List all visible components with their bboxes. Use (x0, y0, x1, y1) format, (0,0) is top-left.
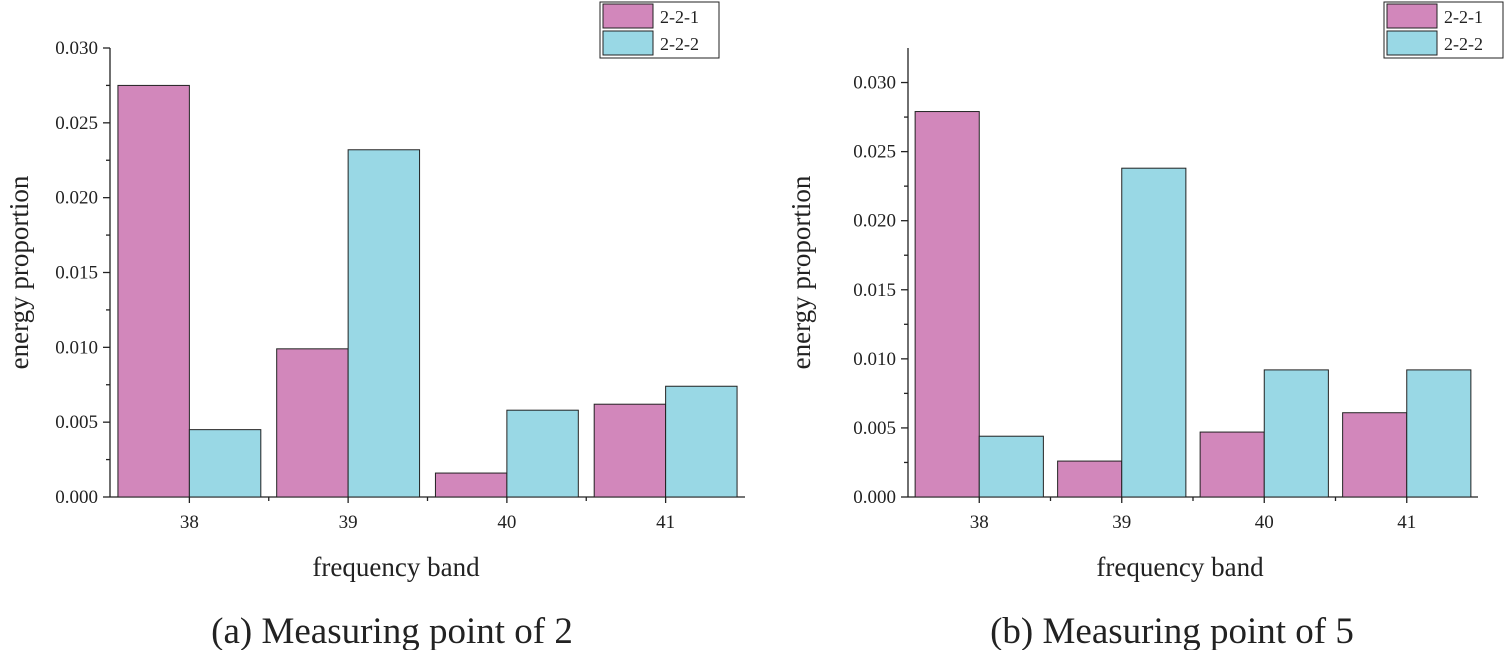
bar-2-2-2-39 (1121, 167, 1187, 498)
x-axis-title: frequency band (1096, 552, 1264, 582)
y-tick-label: 0.010 (55, 337, 98, 358)
legend-swatch-2-2-1 (602, 3, 654, 29)
x-tick-label: 39 (1112, 512, 1131, 533)
legend: 2-2-1 2-2-2 (1383, 1, 1504, 59)
legend-swatch-2-2-1 (1386, 3, 1438, 29)
legend-swatch-2-2-2 (1386, 30, 1438, 56)
x-tick-label: 40 (1255, 512, 1274, 533)
bar-2-2-2-40 (1263, 369, 1329, 498)
legend-label-2-2-1: 2-2-1 (1444, 7, 1483, 27)
y-tick-label: 0.025 (55, 113, 98, 134)
x-tick-label: 41 (656, 512, 675, 533)
bar-2-2-2-38 (188, 429, 262, 498)
bar-2-2-1-38 (117, 84, 190, 498)
legend: 2-2-1 2-2-2 (599, 1, 720, 59)
bar-2-2-2-41 (665, 385, 738, 498)
y-tick-label: 0.030 (853, 73, 896, 94)
legend-label-2-2-2: 2-2-2 (660, 34, 699, 54)
y-axis-title: energy proportion (4, 175, 34, 369)
bar-2-2-2-40 (506, 409, 579, 498)
y-tick-label: 0.005 (853, 418, 896, 439)
chart-caption: (b) Measuring point of 5 (990, 611, 1354, 650)
bar-2-2-1-38 (914, 111, 980, 498)
y-tick-label: 0.010 (853, 349, 896, 370)
chart-a: 0.000 0.005 0.010 0.015 0.020 0.025 0.030 38 39 4… (4, 1, 745, 650)
chart-caption: (a) Measuring point of 2 (211, 611, 573, 650)
y-tick-label: 0.015 (853, 280, 896, 301)
bar-2-2-1-39 (276, 348, 349, 498)
y-tick-label: 0.020 (853, 211, 896, 232)
chart-b: 0.000 0.005 0.010 0.015 0.020 0.025 0.030 38 39 4… (786, 1, 1504, 650)
y-tick-label: 0.000 (55, 487, 98, 508)
x-tick-label: 38 (970, 512, 989, 533)
y-tick-label: 0.005 (55, 412, 98, 433)
bar-2-2-1-41 (593, 403, 667, 498)
legend-label-2-2-2: 2-2-2 (1444, 34, 1483, 54)
x-tick-label: 40 (497, 512, 516, 533)
legend-swatch-2-2-2 (602, 30, 654, 56)
bar-2-2-1-39 (1057, 460, 1123, 498)
x-tick-label: 41 (1397, 512, 1416, 533)
y-tick-label: 0.030 (55, 38, 98, 59)
x-tick-label: 39 (339, 512, 358, 533)
bar-2-2-1-40 (434, 472, 508, 498)
bar-2-2-2-39 (347, 149, 421, 498)
y-tick-label: 0.020 (55, 188, 98, 209)
y-tick-label: 0.000 (853, 487, 896, 508)
y-tick-label: 0.015 (55, 263, 98, 284)
bar-2-2-2-38 (978, 435, 1044, 498)
bar-2-2-1-40 (1199, 431, 1265, 498)
bar-2-2-1-41 (1342, 412, 1408, 498)
bar-2-2-2-41 (1406, 369, 1472, 498)
y-axis-title: energy proportion (786, 175, 816, 369)
y-tick-label: 0.025 (853, 142, 896, 163)
x-tick-label: 38 (180, 512, 199, 533)
legend-label-2-2-1: 2-2-1 (660, 7, 699, 27)
x-axis-title: frequency band (312, 552, 480, 582)
